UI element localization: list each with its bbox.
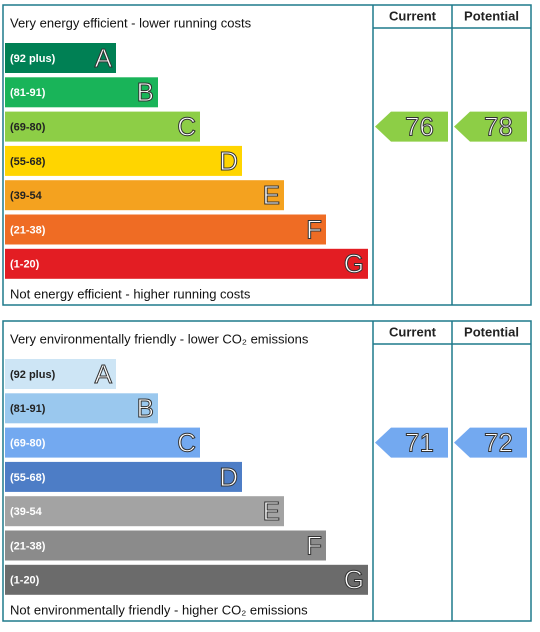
band-range: (81-91) bbox=[10, 403, 46, 415]
band-range: (21-38) bbox=[10, 540, 46, 552]
band-range: (69-80) bbox=[10, 438, 46, 450]
column-header: Current bbox=[389, 324, 437, 339]
band-bar bbox=[5, 393, 158, 424]
panel-border bbox=[2, 4, 532, 306]
band-letter: C bbox=[177, 111, 196, 141]
band-bar bbox=[5, 180, 284, 211]
band-bar bbox=[5, 111, 200, 142]
top-text: Very energy efficient - lower running co… bbox=[10, 15, 252, 30]
band-range: (1-20) bbox=[10, 575, 40, 587]
panel-border bbox=[2, 320, 532, 622]
band-letter: D bbox=[219, 146, 238, 176]
band-letter: E bbox=[263, 496, 280, 526]
rating-arrow bbox=[375, 427, 448, 458]
band-letter: A bbox=[95, 43, 113, 73]
rating-arrow bbox=[375, 111, 448, 142]
band-letter: B bbox=[137, 77, 154, 107]
column-header: Potential bbox=[464, 324, 519, 339]
band-bar bbox=[5, 77, 158, 108]
band-range: (39-54 bbox=[10, 190, 43, 202]
band-bar bbox=[5, 359, 116, 389]
band-bar bbox=[5, 564, 368, 595]
bottom-text: Not energy efficient - higher running co… bbox=[10, 286, 251, 301]
band-letter: F bbox=[306, 530, 322, 560]
band-range: (39-54 bbox=[10, 506, 43, 518]
band-bar bbox=[5, 461, 242, 492]
band-range: (81-91) bbox=[10, 87, 46, 99]
band-range: (69-80) bbox=[10, 122, 46, 134]
band-bar bbox=[5, 214, 326, 245]
band-letter: A bbox=[95, 359, 113, 389]
band-bar bbox=[5, 248, 368, 279]
band-range: (21-38) bbox=[10, 224, 46, 236]
band-letter: C bbox=[177, 427, 196, 457]
bottom-text: Not environmentally friendly - higher CO… bbox=[10, 602, 308, 617]
rating-value: 76 bbox=[405, 111, 434, 141]
band-range: (55-68) bbox=[10, 156, 46, 168]
column-header: Potential bbox=[464, 8, 519, 23]
band-range: (1-20) bbox=[10, 259, 40, 271]
band-letter: G bbox=[344, 565, 364, 595]
band-range: (92 plus) bbox=[10, 369, 56, 381]
band-letter: G bbox=[344, 249, 364, 279]
band-range: (55-68) bbox=[10, 472, 46, 484]
band-range: (92 plus) bbox=[10, 53, 56, 65]
rating-arrow bbox=[454, 111, 527, 142]
band-bar bbox=[5, 427, 200, 458]
band-bar bbox=[5, 496, 284, 527]
rating-value: 72 bbox=[484, 427, 513, 457]
band-letter: D bbox=[219, 462, 238, 492]
band-letter: F bbox=[306, 214, 322, 244]
top-text: Very environmentally friendly - lower CO… bbox=[10, 331, 309, 346]
band-letter: E bbox=[263, 180, 280, 210]
rating-value: 78 bbox=[484, 111, 513, 141]
rating-value: 71 bbox=[405, 427, 434, 457]
band-bar bbox=[5, 530, 326, 561]
column-header: Current bbox=[389, 8, 437, 23]
rating-arrow bbox=[454, 427, 527, 458]
band-bar bbox=[5, 43, 116, 73]
band-letter: B bbox=[137, 393, 154, 423]
band-bar bbox=[5, 145, 242, 176]
